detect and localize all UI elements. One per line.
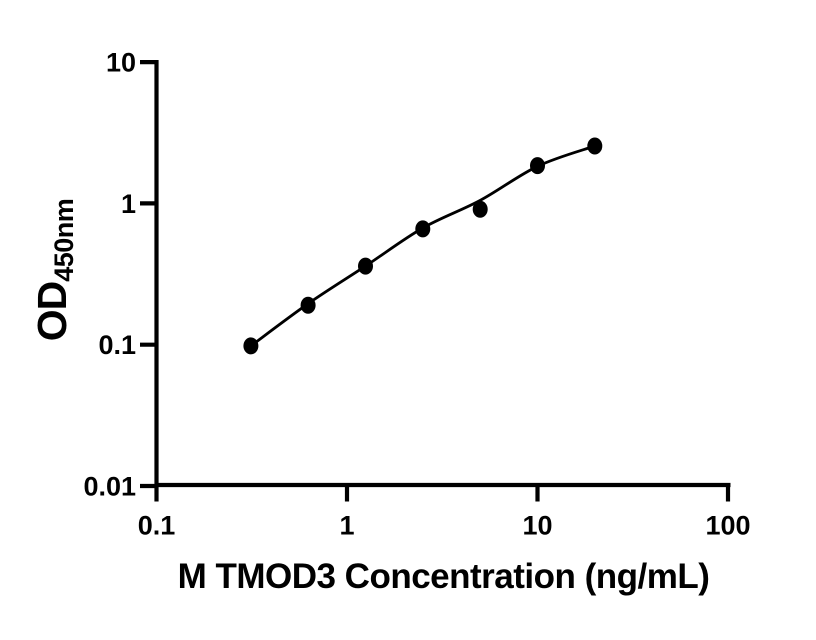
- y-tick-label-10: 10: [106, 48, 136, 78]
- data-point-1: [243, 337, 259, 355]
- data-point-4: [415, 220, 431, 238]
- data-point-7: [587, 137, 603, 155]
- data-point-5: [472, 200, 488, 218]
- x-tick-label-1: 1: [339, 511, 354, 541]
- y-axis-title-subscript: 450nm: [49, 198, 79, 282]
- y-axis-title-main: OD: [29, 281, 75, 342]
- fit-curve-line: [250, 144, 596, 348]
- x-tick-label-10: 10: [522, 511, 552, 541]
- x-axis-title: M TMOD3 Concentration (ng/mL): [177, 557, 710, 596]
- y-axis-title: OD450nm: [29, 198, 79, 342]
- y-tick-label-1: 1: [121, 189, 136, 219]
- data-point-2: [300, 296, 316, 314]
- x-tick-label-0.1: 0.1: [138, 511, 176, 541]
- data-point-3: [358, 257, 373, 275]
- y-tick-label-0.01: 0.01: [83, 472, 136, 502]
- x-tick-label-100: 100: [705, 511, 750, 541]
- y-tick-label-0.1: 0.1: [98, 330, 136, 360]
- data-point-6: [530, 157, 545, 175]
